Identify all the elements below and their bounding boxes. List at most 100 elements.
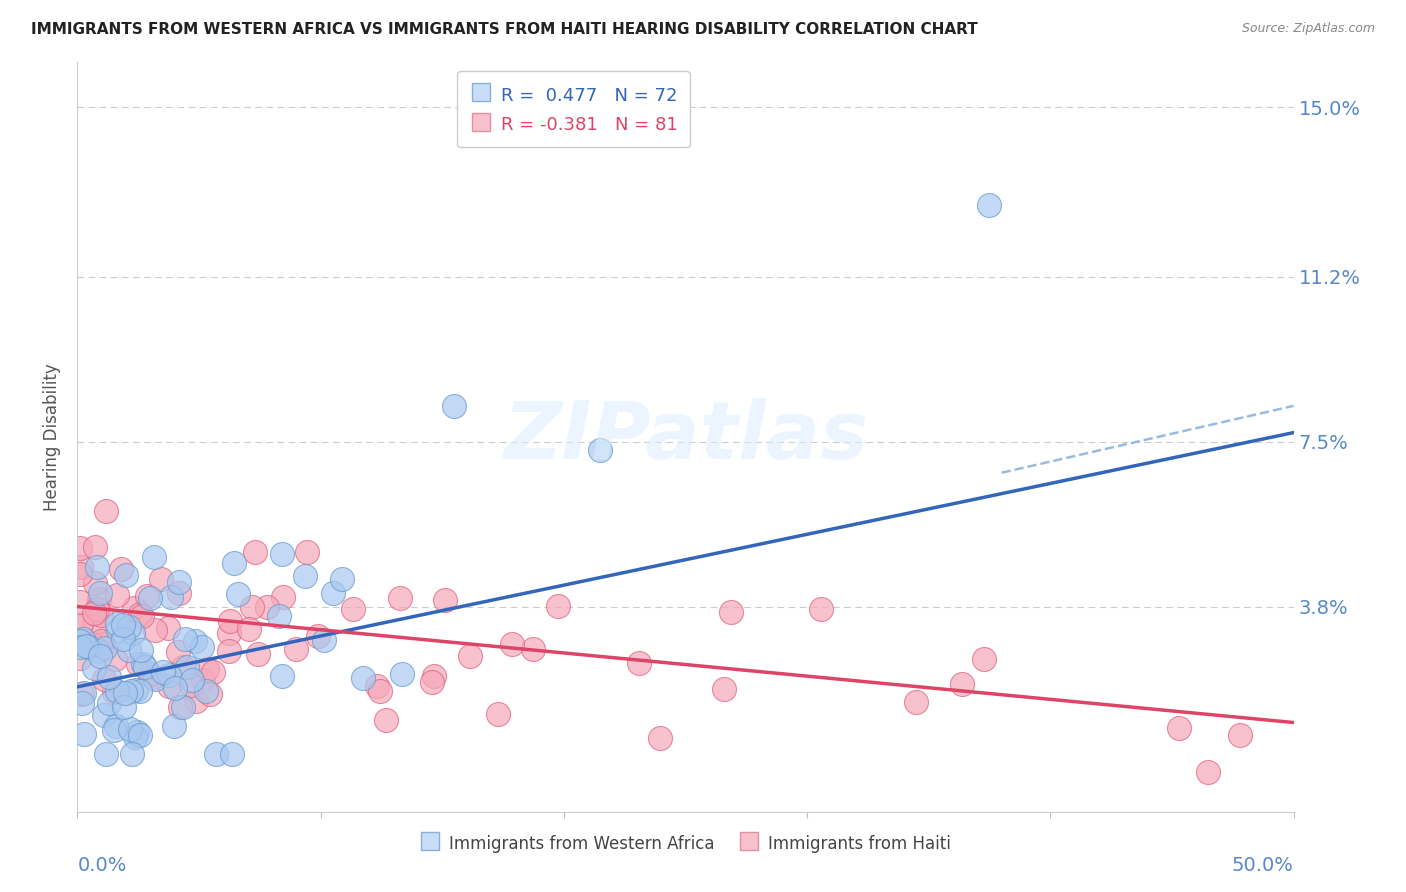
Point	[105, 684, 128, 698]
Point	[180, 678, 202, 692]
Point	[240, 599, 263, 614]
Point	[172, 660, 194, 674]
Legend: Immigrants from Western Africa, Immigrants from Haiti: Immigrants from Western Africa, Immigran…	[413, 827, 957, 860]
Point	[83, 541, 105, 555]
Point	[167, 645, 190, 659]
Point	[247, 648, 270, 662]
Text: 50.0%: 50.0%	[1232, 856, 1294, 875]
Point	[256, 600, 278, 615]
Point	[125, 683, 148, 698]
Point	[138, 591, 160, 606]
Point	[267, 609, 290, 624]
Point	[120, 683, 142, 698]
Point	[547, 599, 569, 614]
Point	[218, 643, 240, 657]
Point	[75, 639, 97, 653]
Point	[93, 672, 115, 686]
Point	[82, 636, 104, 650]
Point	[200, 687, 222, 701]
Point	[973, 652, 995, 666]
Point	[330, 572, 353, 586]
Point	[90, 633, 112, 648]
Text: 0.0%: 0.0%	[77, 856, 127, 875]
Point	[112, 699, 135, 714]
Point	[157, 668, 180, 682]
Point	[115, 568, 138, 582]
Point	[103, 723, 125, 737]
Point	[271, 547, 294, 561]
Point	[163, 719, 186, 733]
Point	[69, 651, 91, 665]
Point	[129, 684, 152, 698]
Point	[370, 684, 392, 698]
Point	[486, 706, 509, 721]
Point	[73, 686, 96, 700]
Point	[433, 593, 456, 607]
Point	[103, 652, 125, 666]
Point	[238, 622, 260, 636]
Point	[391, 667, 413, 681]
Point	[111, 632, 134, 647]
Point	[172, 699, 194, 714]
Point	[129, 643, 152, 657]
Point	[589, 443, 612, 458]
Point	[91, 637, 114, 651]
Point	[152, 665, 174, 679]
Point	[83, 661, 105, 675]
Point	[420, 674, 443, 689]
Point	[111, 617, 134, 632]
Point	[443, 399, 465, 413]
Point	[374, 713, 396, 727]
Point	[522, 642, 544, 657]
Point	[135, 589, 157, 603]
Point	[176, 660, 198, 674]
Point	[70, 560, 93, 574]
Point	[181, 673, 204, 687]
Point	[271, 590, 294, 604]
Point	[84, 576, 107, 591]
Point	[191, 640, 214, 655]
Point	[202, 665, 225, 680]
Point	[904, 695, 927, 709]
Point	[174, 632, 197, 646]
Point	[96, 747, 118, 761]
Point	[131, 609, 153, 624]
Point	[98, 697, 121, 711]
Point	[93, 707, 115, 722]
Point	[157, 621, 180, 635]
Point	[501, 637, 523, 651]
Point	[69, 595, 91, 609]
Point	[138, 667, 160, 681]
Point	[86, 602, 108, 616]
Point	[142, 670, 165, 684]
Point	[285, 642, 308, 657]
Point	[121, 626, 143, 640]
Point	[226, 587, 249, 601]
Point	[79, 640, 101, 654]
Point	[352, 671, 374, 685]
Y-axis label: Hearing Disability: Hearing Disability	[44, 363, 62, 511]
Point	[118, 620, 141, 634]
Point	[979, 198, 1001, 212]
Point	[72, 632, 94, 646]
Point	[218, 615, 240, 629]
Point	[1229, 728, 1251, 742]
Point	[86, 560, 108, 574]
Point	[184, 694, 207, 708]
Point	[184, 634, 207, 648]
Point	[121, 747, 143, 761]
Point	[114, 686, 136, 700]
Point	[167, 575, 190, 590]
Point	[810, 601, 832, 615]
Point	[713, 682, 735, 697]
Point	[648, 731, 671, 745]
Point	[720, 605, 742, 619]
Point	[94, 503, 117, 517]
Point	[125, 725, 148, 739]
Point	[69, 640, 91, 655]
Point	[118, 722, 141, 736]
Point	[950, 677, 973, 691]
Point	[205, 747, 228, 761]
Point	[87, 644, 110, 658]
Point	[134, 660, 156, 674]
